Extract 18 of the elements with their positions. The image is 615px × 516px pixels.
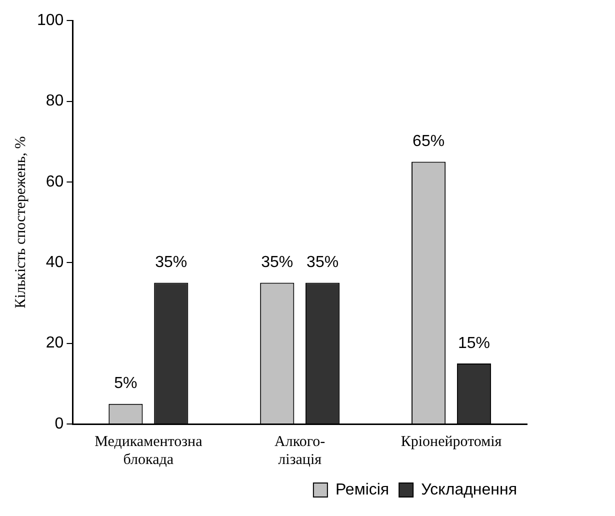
data-label: 5% xyxy=(114,375,138,392)
data-label: 35% xyxy=(306,254,339,272)
x-tick-label: Алкого- лізація xyxy=(274,434,326,468)
data-label: 35% xyxy=(155,254,188,272)
y-tick-label: 80 xyxy=(46,92,64,110)
data-label: 35% xyxy=(261,254,294,272)
legend-label: Ремісія xyxy=(335,481,390,498)
legend-label: Ускладнення xyxy=(421,481,518,498)
data-label: 65% xyxy=(412,133,445,150)
y-tick-label: 100 xyxy=(36,12,64,30)
y-tick-label: 20 xyxy=(46,334,64,352)
y-tick-label: 0 xyxy=(54,415,64,432)
data-label: 15% xyxy=(458,334,490,352)
y-tick-label: 40 xyxy=(46,254,64,272)
y-tick-label: 60 xyxy=(46,173,64,190)
x-tick-label: Медикаментозна блокада xyxy=(94,434,203,468)
y-axis-title: Кількість спостережень, % xyxy=(12,136,29,308)
x-tick-label: Кріонейротомія xyxy=(400,434,502,450)
